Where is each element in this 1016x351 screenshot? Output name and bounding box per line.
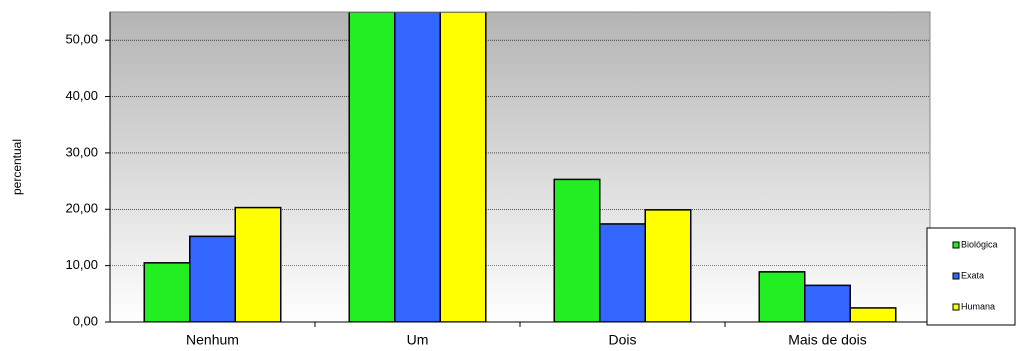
bar: [553, 178, 601, 322]
legend-label: Exata: [961, 270, 984, 280]
bar: [189, 235, 236, 322]
legend-swatch: [952, 303, 960, 311]
bar: [804, 284, 851, 322]
y-tick-label: 10,00: [65, 257, 98, 272]
y-tick-label: 50,00: [65, 32, 98, 47]
y-tick-label: 0,00: [73, 313, 98, 328]
bar: [439, 12, 487, 322]
legend-swatch: [952, 241, 960, 249]
bar: [644, 209, 692, 322]
x-tick-label: Dois: [608, 332, 636, 348]
x-tick-label: Mais de dois: [788, 332, 867, 348]
bar: [348, 12, 396, 322]
bar: [394, 12, 441, 322]
legend-label: Biológica: [961, 239, 998, 249]
bar: [599, 223, 646, 322]
bar: [143, 262, 191, 322]
bar: [234, 206, 282, 322]
x-tick-label: Um: [407, 332, 429, 348]
legend-swatch: [952, 272, 960, 280]
bar: [849, 307, 897, 322]
y-tick-label: 40,00: [65, 88, 98, 103]
x-tick-label: Nenhum: [186, 332, 239, 348]
y-tick-label: 20,00: [65, 201, 98, 216]
y-tick-label: 30,00: [65, 144, 98, 159]
y-axis-label: percentual: [10, 139, 24, 195]
bar: [758, 271, 806, 322]
legend-label: Humana: [961, 301, 995, 311]
legend-box: [926, 227, 1016, 326]
